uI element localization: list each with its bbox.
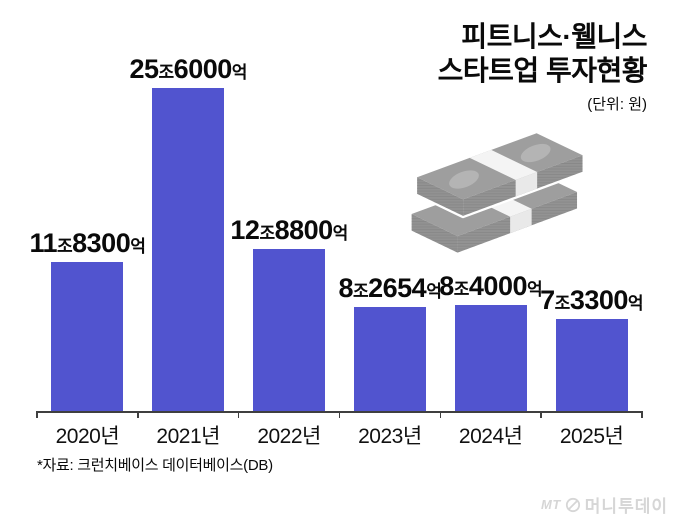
- chart-unit-label: (단위: 원): [587, 96, 647, 113]
- x-axis-label: 2024년: [458, 425, 523, 448]
- x-axis-tick: [439, 411, 442, 418]
- x-axis-tick: [237, 411, 240, 418]
- chart-title-line2: 스타트업 투자현황: [437, 55, 648, 86]
- x-axis-tick: [641, 411, 643, 418]
- bar-2020년: [51, 261, 124, 411]
- bar-value-label: 11조8300억: [29, 227, 146, 258]
- bar-2024년: [454, 305, 527, 411]
- x-axis-tick: [338, 411, 341, 418]
- moneytoday-logo-icon: [565, 497, 580, 512]
- x-axis-tick: [540, 411, 542, 418]
- bar-2022년: [253, 248, 326, 411]
- x-axis-label: 2022년: [257, 425, 321, 448]
- bar-value-label: 8조2654억: [338, 272, 442, 303]
- bar-2021년: [152, 88, 225, 411]
- source-note: *자료: 크런치베이스 데이터베이스(DB): [37, 457, 273, 474]
- money-bundle-top: [417, 133, 583, 216]
- watermark-logo: MT 머니투데이: [541, 492, 668, 517]
- x-axis-label: 2023년: [358, 425, 422, 448]
- x-axis-tick: [36, 411, 38, 418]
- bar-value-label: 7조3300억: [540, 284, 644, 315]
- chart-title-line1: 피트니스·웰니스: [461, 21, 647, 52]
- x-axis-tick: [137, 411, 139, 418]
- bar-value-label: 8조4000억: [439, 271, 543, 301]
- x-axis-label: 2021년: [156, 425, 220, 448]
- bar-value-label: 25조6000억: [129, 54, 247, 84]
- chart-title-block: 피트니스·웰니스 스타트업 투자현황 (단위: 원): [437, 20, 648, 114]
- watermark-mt-text: MT: [541, 497, 561, 512]
- bar-2023년: [353, 306, 426, 411]
- money-stack-icon: [411, 130, 585, 253]
- x-axis-label: 2020년: [55, 425, 120, 448]
- bar-value-label: 12조8800억: [230, 214, 348, 245]
- bar-2025년: [555, 318, 628, 411]
- watermark-name-text: 머니투데이: [584, 497, 668, 516]
- x-axis-label: 2025년: [559, 425, 624, 448]
